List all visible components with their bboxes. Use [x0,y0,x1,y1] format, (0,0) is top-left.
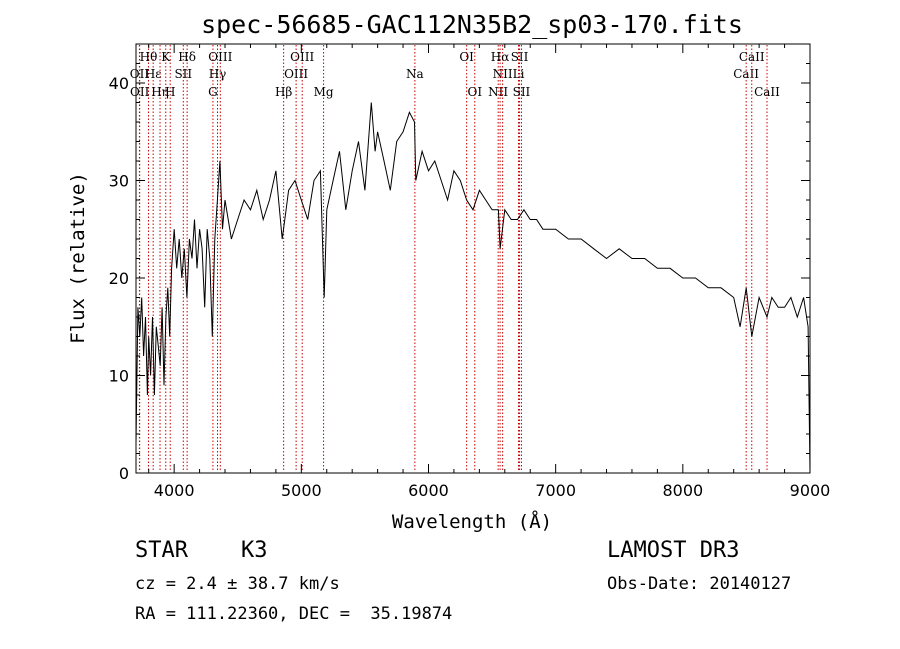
marker-label: SII [511,50,529,64]
y-tick-label: 30 [109,172,129,191]
marker-label: OII [130,85,150,99]
marker-label: OIII [290,50,314,64]
marker-label: SII [174,67,192,81]
x-axis: 4000 5000 6000 7000 8000 9000 [148,44,831,500]
marker-label: OIII [208,50,232,64]
marker-label: OI [467,85,482,99]
y-tick-label: 10 [109,367,129,386]
x-tick-label: 6000 [408,481,449,500]
plot-frame [135,43,811,474]
marker-label: CaII [739,50,765,64]
marker-label: OI [459,50,474,64]
marker-label: NII [493,67,513,81]
marker-label: Hδ [178,50,196,64]
chart-title: spec-56685-GAC112N35B2_sp03-170.fits [201,10,743,39]
y-axis: 0 10 20 30 40 [109,63,810,483]
marker-label: Hθ [140,50,158,64]
line-markers: HθOIIOIIHεHηKHSIIHδGHγOIIIHβOIIIOIIIMgNa… [130,45,780,472]
observation-date: Obs-Date: 20140127 [607,574,792,594]
marker-label: Na [406,67,424,81]
x-tick-label: 4000 [154,481,195,500]
x-tick-label: 8000 [662,481,703,500]
marker-label: Hβ [275,85,292,99]
coordinates: RA = 111.22360, DEC = 35.19874 [135,604,453,624]
x-axis-label: Wavelength (Å) [392,510,552,533]
x-tick-label: 9000 [790,481,831,500]
marker-label: Hη [151,85,169,99]
marker-label: CaII [754,85,780,99]
marker-label: G [208,85,218,99]
y-tick-label: 40 [109,74,129,93]
series-line [135,102,811,474]
marker-label: Hα [491,50,510,64]
redshift-info: cz = 2.4 ± 38.7 km/s [135,574,340,594]
y-tick-label: 0 [119,464,129,483]
marker-label: Mg [314,85,334,99]
marker-label: K [161,50,171,64]
x-tick-label: 7000 [535,481,576,500]
marker-label: SII [513,85,531,99]
object-type: STAR K3 [135,538,268,563]
y-tick-label: 20 [109,269,129,288]
x-tick-label: 5000 [281,481,322,500]
marker-label: H [165,85,175,99]
marker-label: OIII [284,67,308,81]
marker-label: CaII [733,67,759,81]
y-axis-label: Flux (relative) [67,172,89,344]
marker-label: Hγ [209,67,227,81]
marker-label: Li [513,67,525,81]
marker-label: Hε [145,67,162,81]
marker-label: NII [488,85,508,99]
survey-name: LAMOST DR3 [607,538,740,563]
